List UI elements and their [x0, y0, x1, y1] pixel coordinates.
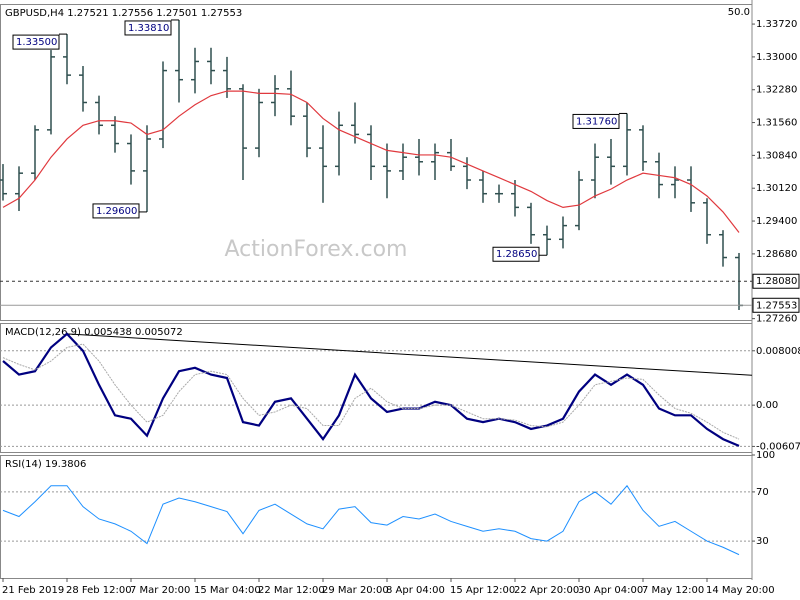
x-tick-label: 14 May 20:00: [706, 585, 775, 596]
y-tick-label: 1.33720: [756, 19, 797, 30]
x-tick-label: 15 Apr 12:00: [450, 585, 515, 596]
level-box: [752, 297, 800, 313]
y-tick-label: 1.32280: [756, 85, 797, 96]
panel-border: [0, 4, 753, 321]
x-tick-label: 7 May 12:00: [642, 585, 704, 596]
y-tick-label: 1.27260: [756, 314, 797, 325]
panel-border: [0, 323, 753, 453]
level-box: [752, 273, 800, 289]
y-tick-label: 1.31560: [756, 118, 797, 129]
annotation-box: [92, 203, 140, 219]
x-tick-label: 22 Mar 12:00: [258, 585, 325, 596]
level-label: 1.27553: [756, 300, 797, 311]
y-tick-label: 1.30120: [756, 183, 797, 194]
panel-title: MACD(12,26,9) 0.005438 0.005072: [5, 327, 183, 338]
macd-line: [2, 332, 740, 447]
y-tick-label: 1.33000: [756, 52, 797, 63]
watermark: ActionForex.com: [225, 237, 408, 262]
x-tick-label: 22 Apr 20:00: [514, 585, 579, 596]
y-tick-label: 70: [756, 487, 769, 498]
y-tick-label: 1.28680: [756, 249, 797, 260]
macd-line: [2, 343, 740, 440]
y-tick-label: 1.30840: [756, 150, 797, 161]
x-tick-label: 30 Apr 04:00: [578, 585, 643, 596]
x-tick-label: 28 Feb 12:00: [66, 585, 132, 596]
panel-border: [0, 455, 753, 579]
corner-label: 50.0: [728, 7, 750, 18]
y-tick-label: 0.008008: [756, 346, 800, 357]
annotation-box: [124, 20, 172, 36]
level-label: 1.28080: [756, 276, 797, 287]
annotation-box: [12, 34, 60, 50]
panel-title: GBPUSD,H4 1.27521 1.27556 1.27501 1.2755…: [5, 8, 242, 19]
annotation-box: [492, 246, 540, 262]
x-tick-label: 15 Mar 04:00: [194, 585, 261, 596]
y-tick-label: 100: [756, 450, 775, 461]
x-tick-label: 7 Mar 20:00: [130, 585, 190, 596]
trendline: [66, 333, 753, 376]
annotation-label: 1.31760: [576, 116, 617, 127]
panel-title: RSI(14) 19.3806: [5, 459, 86, 470]
y-tick-label: 1.29400: [756, 216, 797, 227]
annotation-label: 1.33500: [16, 37, 57, 48]
moving-average: [2, 90, 740, 233]
annotation-box: [572, 113, 620, 129]
annotation-label: 1.28650: [496, 249, 537, 260]
x-tick-label: 21 Feb 2019: [2, 585, 64, 596]
y-tick-label: 0.00: [756, 400, 778, 411]
rsi-line: [2, 484, 740, 556]
annotation-label: 1.33810: [128, 23, 169, 34]
x-tick-label: 29 Mar 20:00: [322, 585, 389, 596]
x-tick-label: 8 Apr 04:00: [386, 585, 445, 596]
y-tick-label: -0.006078: [756, 441, 800, 452]
y-tick-label: 30: [756, 536, 769, 547]
annotation-label: 1.29600: [96, 206, 137, 217]
